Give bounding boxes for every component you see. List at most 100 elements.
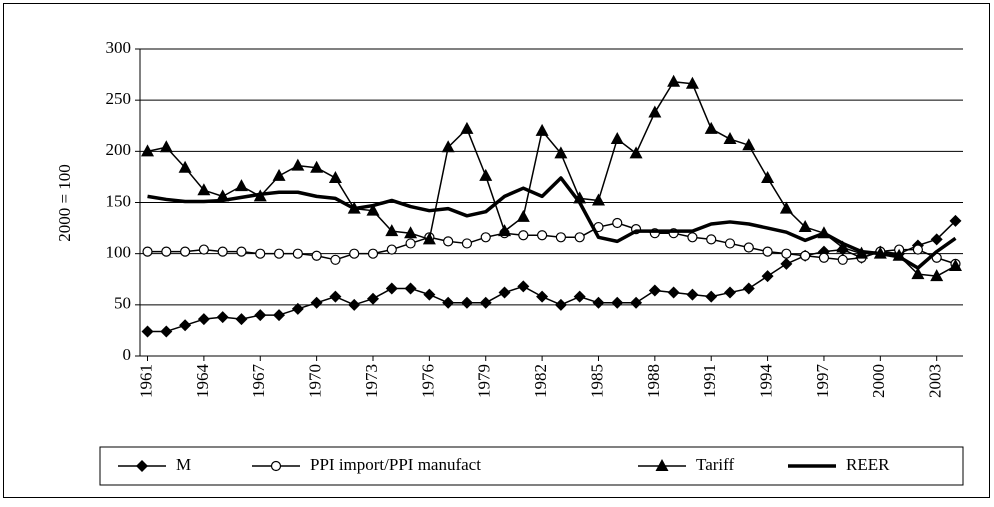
data-point xyxy=(724,286,737,299)
data-point xyxy=(142,246,153,257)
data-point xyxy=(800,250,811,261)
legend-label: M xyxy=(176,455,191,474)
data-point xyxy=(272,168,286,181)
data-point xyxy=(537,230,548,241)
data-point xyxy=(798,220,812,233)
legend-marker xyxy=(655,459,669,471)
x-tick-label: 1997 xyxy=(813,364,832,399)
data-point xyxy=(610,132,624,145)
data-point xyxy=(404,282,417,295)
data-point xyxy=(385,224,399,237)
data-point xyxy=(159,140,173,153)
data-point xyxy=(479,296,492,309)
data-point xyxy=(836,240,850,253)
y-tick-label: 200 xyxy=(106,140,132,159)
data-point xyxy=(235,313,248,326)
data-point xyxy=(648,284,661,297)
data-point xyxy=(554,298,567,311)
x-tick-label: 1994 xyxy=(756,364,775,399)
data-point xyxy=(197,313,210,326)
data-point xyxy=(518,230,529,241)
data-point xyxy=(179,319,192,332)
data-point xyxy=(442,296,455,309)
data-point xyxy=(161,246,172,257)
data-point xyxy=(555,232,566,243)
legend-label: PPI import/PPI manufact xyxy=(310,455,481,474)
y-tick-label: 100 xyxy=(106,243,132,262)
data-point xyxy=(762,246,773,257)
data-point xyxy=(422,232,436,245)
data-point xyxy=(178,160,192,173)
data-point xyxy=(460,121,474,134)
x-tick-label: 1973 xyxy=(362,364,381,398)
data-point xyxy=(611,296,624,309)
data-point xyxy=(837,254,848,265)
data-point xyxy=(460,296,473,309)
data-point xyxy=(574,232,585,243)
data-point xyxy=(724,238,736,249)
data-point xyxy=(516,209,530,222)
data-point xyxy=(535,123,549,136)
data-point xyxy=(573,290,586,303)
data-point xyxy=(141,144,155,157)
data-point xyxy=(685,76,699,89)
x-tick-label: 1982 xyxy=(531,364,550,398)
legend-label: REER xyxy=(846,455,890,474)
data-point xyxy=(591,193,605,206)
data-point xyxy=(949,214,962,227)
x-tick-label: 1964 xyxy=(193,364,212,399)
data-point xyxy=(441,140,455,153)
data-point xyxy=(912,244,924,255)
data-point xyxy=(479,168,493,181)
x-tick-label: 1976 xyxy=(418,364,437,398)
data-point xyxy=(255,248,266,259)
series-line xyxy=(147,176,957,270)
data-point xyxy=(761,170,775,183)
data-point xyxy=(706,234,717,245)
data-point xyxy=(310,160,324,173)
data-point xyxy=(273,309,286,322)
data-point xyxy=(704,121,718,134)
data-point xyxy=(254,309,267,322)
y-tick-label: 150 xyxy=(106,191,132,210)
data-point xyxy=(648,105,662,118)
data-point xyxy=(686,288,699,301)
data-point xyxy=(930,233,943,246)
data-point xyxy=(216,311,229,324)
data-point xyxy=(536,290,549,303)
data-point xyxy=(629,146,643,159)
data-point xyxy=(366,292,379,305)
data-point xyxy=(742,282,755,295)
data-point xyxy=(292,248,303,259)
data-point xyxy=(349,248,360,259)
y-axis-label: 2000 = 100 xyxy=(55,164,74,242)
data-point xyxy=(291,158,305,171)
data-point xyxy=(404,226,418,239)
x-tick-label: 1961 xyxy=(136,364,155,398)
data-point xyxy=(554,146,568,159)
data-point xyxy=(423,288,436,301)
data-point xyxy=(612,217,623,229)
data-point xyxy=(141,325,154,338)
data-point xyxy=(366,203,380,216)
data-point xyxy=(329,290,342,303)
x-tick-label: 1985 xyxy=(587,364,606,398)
data-point xyxy=(517,280,530,293)
data-point xyxy=(198,244,209,255)
data-point xyxy=(723,132,737,145)
data-point xyxy=(160,325,173,338)
x-tick-label: 1970 xyxy=(306,364,325,398)
data-point xyxy=(779,201,793,214)
data-point xyxy=(348,298,361,311)
data-point xyxy=(761,270,774,283)
data-point xyxy=(461,238,473,249)
data-point xyxy=(498,286,511,299)
data-point xyxy=(367,248,379,259)
data-point xyxy=(742,138,756,151)
data-point xyxy=(386,244,397,255)
data-point xyxy=(217,246,228,257)
legend-label: Tariff xyxy=(696,455,734,474)
data-point xyxy=(236,246,247,257)
